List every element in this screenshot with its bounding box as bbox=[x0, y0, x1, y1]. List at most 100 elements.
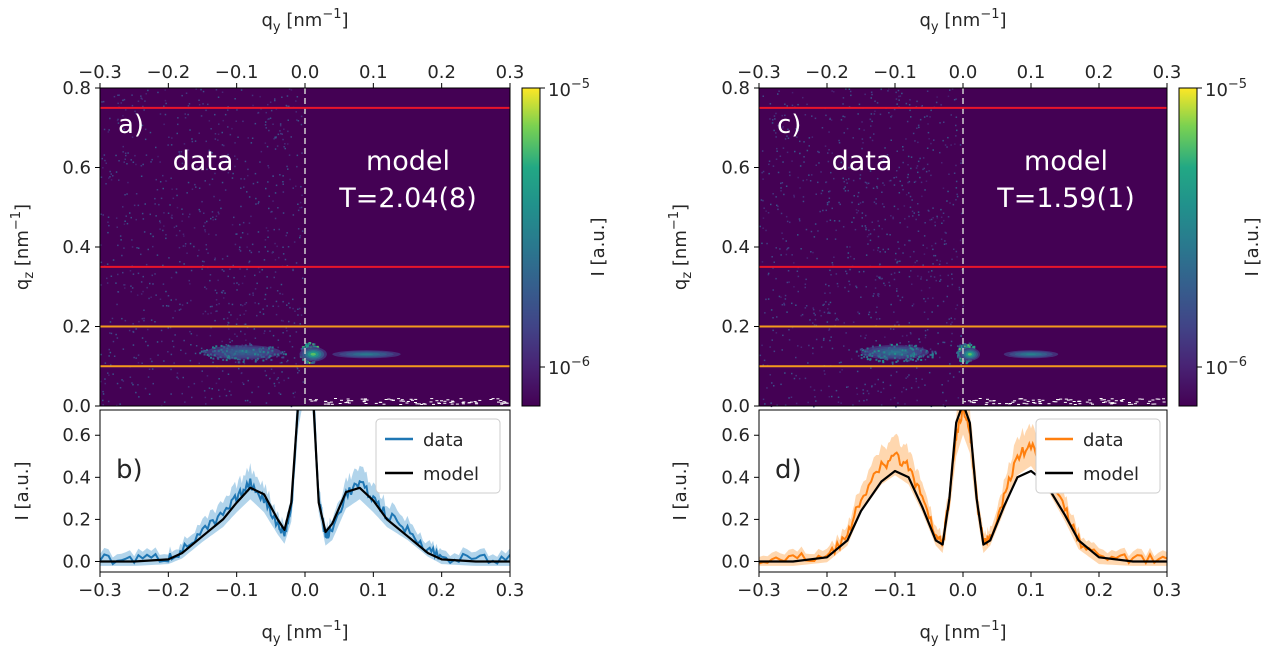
noise-pixel bbox=[293, 322, 296, 324]
noise-pixel bbox=[761, 261, 764, 263]
noise-pixel bbox=[162, 187, 164, 190]
noise-pixel bbox=[843, 345, 845, 347]
x-tick-label: 0.3 bbox=[1153, 62, 1182, 83]
noise-pixel bbox=[142, 105, 144, 108]
noise-pixel bbox=[808, 174, 810, 176]
noise-pixel bbox=[928, 287, 931, 289]
noise-pixel bbox=[896, 288, 898, 290]
noise-pixel bbox=[286, 360, 288, 363]
noise-pixel bbox=[942, 391, 944, 394]
noise-pixel bbox=[786, 220, 789, 223]
noise-pixel bbox=[820, 192, 823, 195]
noise-pixel bbox=[936, 259, 938, 261]
noise-pixel bbox=[270, 109, 273, 112]
noise-pixel bbox=[171, 217, 173, 219]
masked-pixel bbox=[1066, 399, 1070, 401]
noise-pixel bbox=[780, 182, 782, 185]
noise-pixel bbox=[209, 279, 211, 282]
noise-pixel bbox=[886, 154, 889, 156]
noise-pixel bbox=[265, 374, 268, 377]
noise-pixel bbox=[924, 189, 926, 191]
noise-pixel bbox=[147, 328, 149, 331]
noise-pixel bbox=[264, 298, 266, 300]
noise-pixel bbox=[204, 180, 206, 182]
noise-pixel bbox=[842, 115, 844, 118]
masked-pixel bbox=[422, 403, 426, 405]
noise-pixel bbox=[942, 404, 945, 406]
noise-pixel bbox=[824, 373, 826, 375]
noise-pixel bbox=[803, 141, 805, 143]
x-tick-label: 0.2 bbox=[427, 62, 456, 83]
panel-c-temperature-text: T=1.59(1) bbox=[996, 183, 1134, 214]
noise-pixel bbox=[182, 213, 184, 215]
noise-pixel bbox=[822, 339, 825, 341]
noise-pixel bbox=[829, 118, 831, 120]
noise-pixel bbox=[286, 304, 288, 306]
masked-pixel bbox=[1025, 403, 1029, 405]
speckle-pixel bbox=[871, 352, 874, 355]
noise-pixel bbox=[116, 226, 118, 228]
speckle-pixel bbox=[202, 350, 205, 353]
noise-pixel bbox=[214, 319, 216, 322]
noise-pixel bbox=[286, 165, 288, 168]
noise-pixel bbox=[181, 94, 183, 97]
noise-pixel bbox=[927, 318, 929, 320]
noise-pixel bbox=[907, 181, 909, 184]
noise-pixel bbox=[124, 152, 127, 154]
noise-pixel bbox=[271, 252, 273, 254]
speckle-pixel bbox=[866, 356, 869, 359]
noise-pixel bbox=[117, 102, 119, 105]
noise-pixel bbox=[809, 319, 811, 321]
noise-pixel bbox=[201, 268, 203, 270]
noise-pixel bbox=[857, 210, 860, 212]
noise-pixel bbox=[800, 346, 803, 348]
speckle-pixel bbox=[224, 352, 226, 355]
noise-pixel bbox=[128, 329, 131, 332]
masked-pixel bbox=[974, 399, 978, 401]
noise-pixel bbox=[910, 167, 912, 170]
noise-pixel bbox=[164, 113, 167, 116]
noise-pixel bbox=[800, 248, 802, 250]
noise-pixel bbox=[132, 161, 135, 163]
noise-pixel bbox=[272, 200, 274, 202]
noise-pixel bbox=[173, 362, 175, 364]
speckle-pixel bbox=[281, 351, 284, 354]
noise-pixel bbox=[119, 235, 122, 237]
noise-pixel bbox=[243, 323, 246, 326]
noise-pixel bbox=[176, 206, 179, 209]
noise-pixel bbox=[788, 339, 791, 341]
noise-pixel bbox=[210, 312, 212, 314]
noise-pixel bbox=[909, 99, 911, 101]
noise-pixel bbox=[950, 323, 952, 325]
speckle-pixel bbox=[931, 353, 934, 356]
noise-pixel bbox=[914, 140, 916, 142]
speckle-pixel bbox=[302, 347, 305, 350]
noise-pixel bbox=[204, 230, 207, 233]
noise-pixel bbox=[122, 99, 124, 102]
speckle-pixel bbox=[252, 348, 255, 351]
noise-pixel bbox=[819, 210, 821, 213]
masked-pixel bbox=[998, 403, 1002, 405]
speckle-pixel bbox=[307, 360, 310, 363]
speckle-pixel bbox=[963, 345, 966, 347]
noise-pixel bbox=[916, 127, 918, 129]
noise-pixel bbox=[773, 129, 775, 132]
masked-pixel bbox=[1056, 399, 1059, 401]
noise-pixel bbox=[274, 217, 277, 220]
noise-pixel bbox=[227, 324, 229, 326]
noise-pixel bbox=[136, 247, 138, 249]
speckle-pixel bbox=[245, 351, 248, 354]
noise-pixel bbox=[273, 372, 275, 374]
noise-pixel bbox=[229, 133, 232, 136]
noise-pixel bbox=[255, 197, 257, 200]
noise-pixel bbox=[827, 160, 830, 163]
noise-pixel bbox=[828, 285, 830, 287]
noise-pixel bbox=[258, 251, 260, 253]
noise-pixel bbox=[950, 114, 952, 116]
noise-pixel bbox=[781, 127, 784, 129]
noise-pixel bbox=[122, 151, 124, 153]
noise-pixel bbox=[152, 235, 154, 238]
speckle-pixel bbox=[927, 355, 930, 358]
noise-pixel bbox=[812, 251, 814, 254]
noise-pixel bbox=[151, 360, 153, 363]
